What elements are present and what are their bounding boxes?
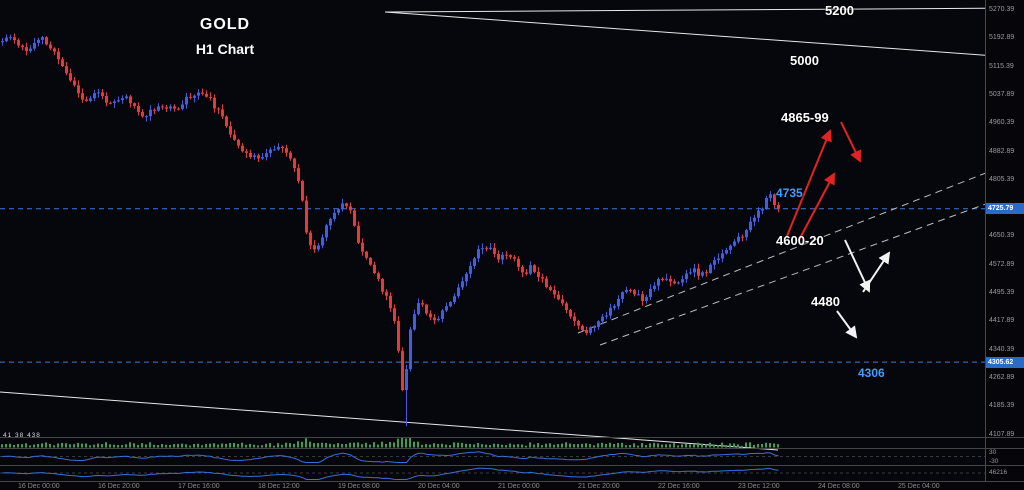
time-axis-label: 18 Dec 12:00 [258, 483, 300, 490]
current-price-box: 4725.79 [986, 203, 1024, 215]
indicator-axis-label: -30 [989, 458, 999, 465]
time-axis-label: 24 Dec 08:00 [818, 483, 860, 490]
channel-line[interactable] [577, 158, 985, 334]
channel-line[interactable] [599, 190, 985, 346]
panel-separator [0, 481, 1024, 482]
time-axis-label: 17 Dec 16:00 [178, 483, 220, 490]
trendline[interactable] [384, 7, 985, 13]
time-axis-label: 23 Dec 12:00 [738, 483, 780, 490]
price-axis-label: 5115.39 [989, 62, 1014, 70]
annotation-level-4480[interactable]: 4480 [811, 294, 840, 309]
price-axis-label: 4960.39 [989, 119, 1015, 127]
time-axis-label: 22 Dec 16:00 [658, 483, 700, 490]
volume-indicator-values: 41 38 438 [3, 432, 41, 439]
candles [1, 33, 780, 427]
price-axis-label: 4340.39 [989, 345, 1015, 353]
trend-arrow-red[interactable] [840, 121, 862, 163]
trend-arrow-red[interactable] [786, 129, 832, 237]
annotation-zone-4600-20[interactable]: 4600-20 [776, 233, 824, 248]
volume-bars [1, 437, 779, 448]
time-axis-label: 20 Dec 04:00 [418, 483, 460, 490]
price-axis-label: 5270.39 [989, 6, 1015, 13]
time-axis[interactable]: 16 Dec 00:00 16 Dec 20:00 17 Dec 16:00 18 D… [0, 481, 1024, 490]
price-axis-label: 5192.89 [989, 34, 1015, 42]
oscillator-line-2 [2, 467, 779, 480]
time-axis-label: 16 Dec 20:00 [98, 483, 140, 490]
price-axis-label: 4107.89 [989, 430, 1015, 438]
indicator-axis-label: 46216 [989, 469, 1008, 476]
panel-separator [0, 437, 1024, 438]
price-axis-label: 4417.89 [989, 317, 1015, 325]
price-axis-label: 4495.39 [989, 289, 1015, 296]
trend-arrow-white[interactable] [836, 310, 858, 339]
time-axis-label: 16 Dec 00:00 [18, 483, 60, 490]
price-axis[interactable]: 5270.39 5192.89 5115.39 5037.89 4960.39 4882.… [985, 0, 1024, 481]
candlestick-chart[interactable] [0, 0, 985, 481]
panel-separator [0, 465, 1024, 466]
trend-arrow-red[interactable] [798, 172, 835, 241]
panel-separator [0, 448, 1024, 449]
price-axis-label: 5037.89 [989, 90, 1015, 98]
annotation-target-5000[interactable]: 5000 [790, 53, 819, 68]
annotation-level-4306[interactable]: 4306 [858, 366, 885, 380]
price-axis-label: 4805.39 [989, 175, 1015, 183]
trendline[interactable] [384, 11, 985, 58]
trendline[interactable] [0, 391, 779, 451]
annotation-level-4735[interactable]: 4735 [776, 186, 803, 200]
price-axis-label: 4882.89 [989, 147, 1015, 155]
price-axis-label: 4650.39 [989, 232, 1015, 240]
time-axis-label: 19 Dec 08:00 [338, 483, 380, 490]
level-price-box: 4305.62 [986, 356, 1024, 368]
annotation-zone-4865-99[interactable]: 4865-99 [781, 110, 829, 125]
time-axis-label: 21 Dec 20:00 [578, 483, 620, 490]
trend-arrow-white[interactable] [844, 239, 871, 293]
price-axis-label: 4572.89 [989, 260, 1015, 268]
time-axis-label: 21 Dec 00:00 [498, 483, 540, 490]
price-axis-label: 4185.39 [989, 402, 1015, 410]
indicator-axis-label: 30 [989, 449, 997, 456]
price-axis-label: 4262.89 [989, 373, 1015, 381]
annotation-target-5200[interactable]: 5200 [825, 3, 854, 18]
trend-arrow-white[interactable] [862, 251, 891, 293]
oscillator-line-1 [2, 451, 779, 463]
time-axis-label: 25 Dec 04:00 [898, 483, 940, 490]
